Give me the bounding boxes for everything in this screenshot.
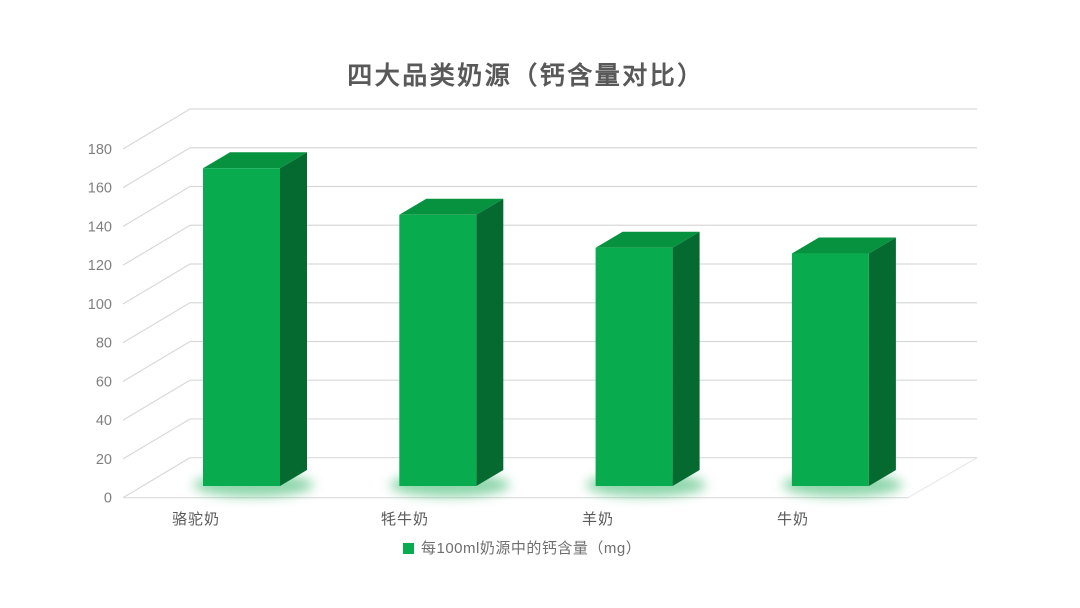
bar-牦牛奶: [399, 198, 504, 487]
legend-swatch-icon: [403, 542, 414, 554]
bar-side-face: [280, 152, 307, 486]
chart-title: 四大品类奶源（钙含量对比）: [347, 62, 705, 90]
gridline-depth-connector: [122, 224, 191, 266]
category-label: 牦牛奶: [380, 511, 430, 528]
bar-front-face: [595, 247, 673, 486]
y-tick-label: 100: [88, 297, 112, 313]
category-label: 羊奶: [581, 511, 615, 528]
y-tick-label: 80: [96, 336, 112, 352]
gridline-depth-connector: [122, 147, 191, 189]
y-tick-label: 180: [88, 142, 112, 158]
gridline-depth-connector: [122, 379, 191, 421]
bar-top-face: [791, 237, 896, 254]
bar-side-face: [868, 237, 896, 486]
y-tick-label: 140: [88, 219, 112, 235]
gridline-depth-connector: [122, 340, 191, 382]
bar-骆驼奶: [203, 152, 307, 486]
bar-top-face: [595, 231, 700, 248]
floor-right-edge: [907, 457, 978, 499]
bar-front-face: [203, 168, 280, 486]
bar-side-face: [476, 198, 504, 487]
bar-front-face: [791, 253, 869, 486]
gridline-depth-connector: [122, 185, 191, 228]
y-tick-label: 160: [88, 181, 112, 197]
y-tick-label: 0: [104, 491, 112, 507]
value-axis-labels: 0 20 40 60 80 100 120 140 160 180: [88, 142, 112, 507]
y-tick-label: 20: [96, 452, 112, 468]
y-tick-label: 40: [96, 413, 112, 429]
gridline-depth-connector: [122, 418, 191, 460]
bar-牛奶: [791, 237, 896, 486]
category-label: 牛奶: [776, 511, 810, 528]
bar-side-face: [672, 231, 700, 486]
gridline-depth-connector: [122, 108, 191, 150]
y-tick-label: 120: [88, 258, 112, 274]
bar-front-face: [399, 214, 477, 487]
category-label: 骆驼奶: [171, 511, 221, 528]
bars: [203, 152, 896, 487]
gridline-depth-connector: [122, 302, 191, 344]
gridline-depth-connector: [122, 457, 191, 499]
legend: 每100ml奶源中的钙含量（mg）: [403, 537, 641, 558]
bar-羊奶: [595, 231, 700, 486]
bar-top-face: [203, 152, 307, 169]
legend-label: 每100ml奶源中的钙含量（mg）: [421, 540, 642, 557]
gridline-depth-connector: [122, 263, 191, 305]
y-tick-label: 60: [96, 374, 112, 390]
bar-top-face: [399, 198, 504, 215]
